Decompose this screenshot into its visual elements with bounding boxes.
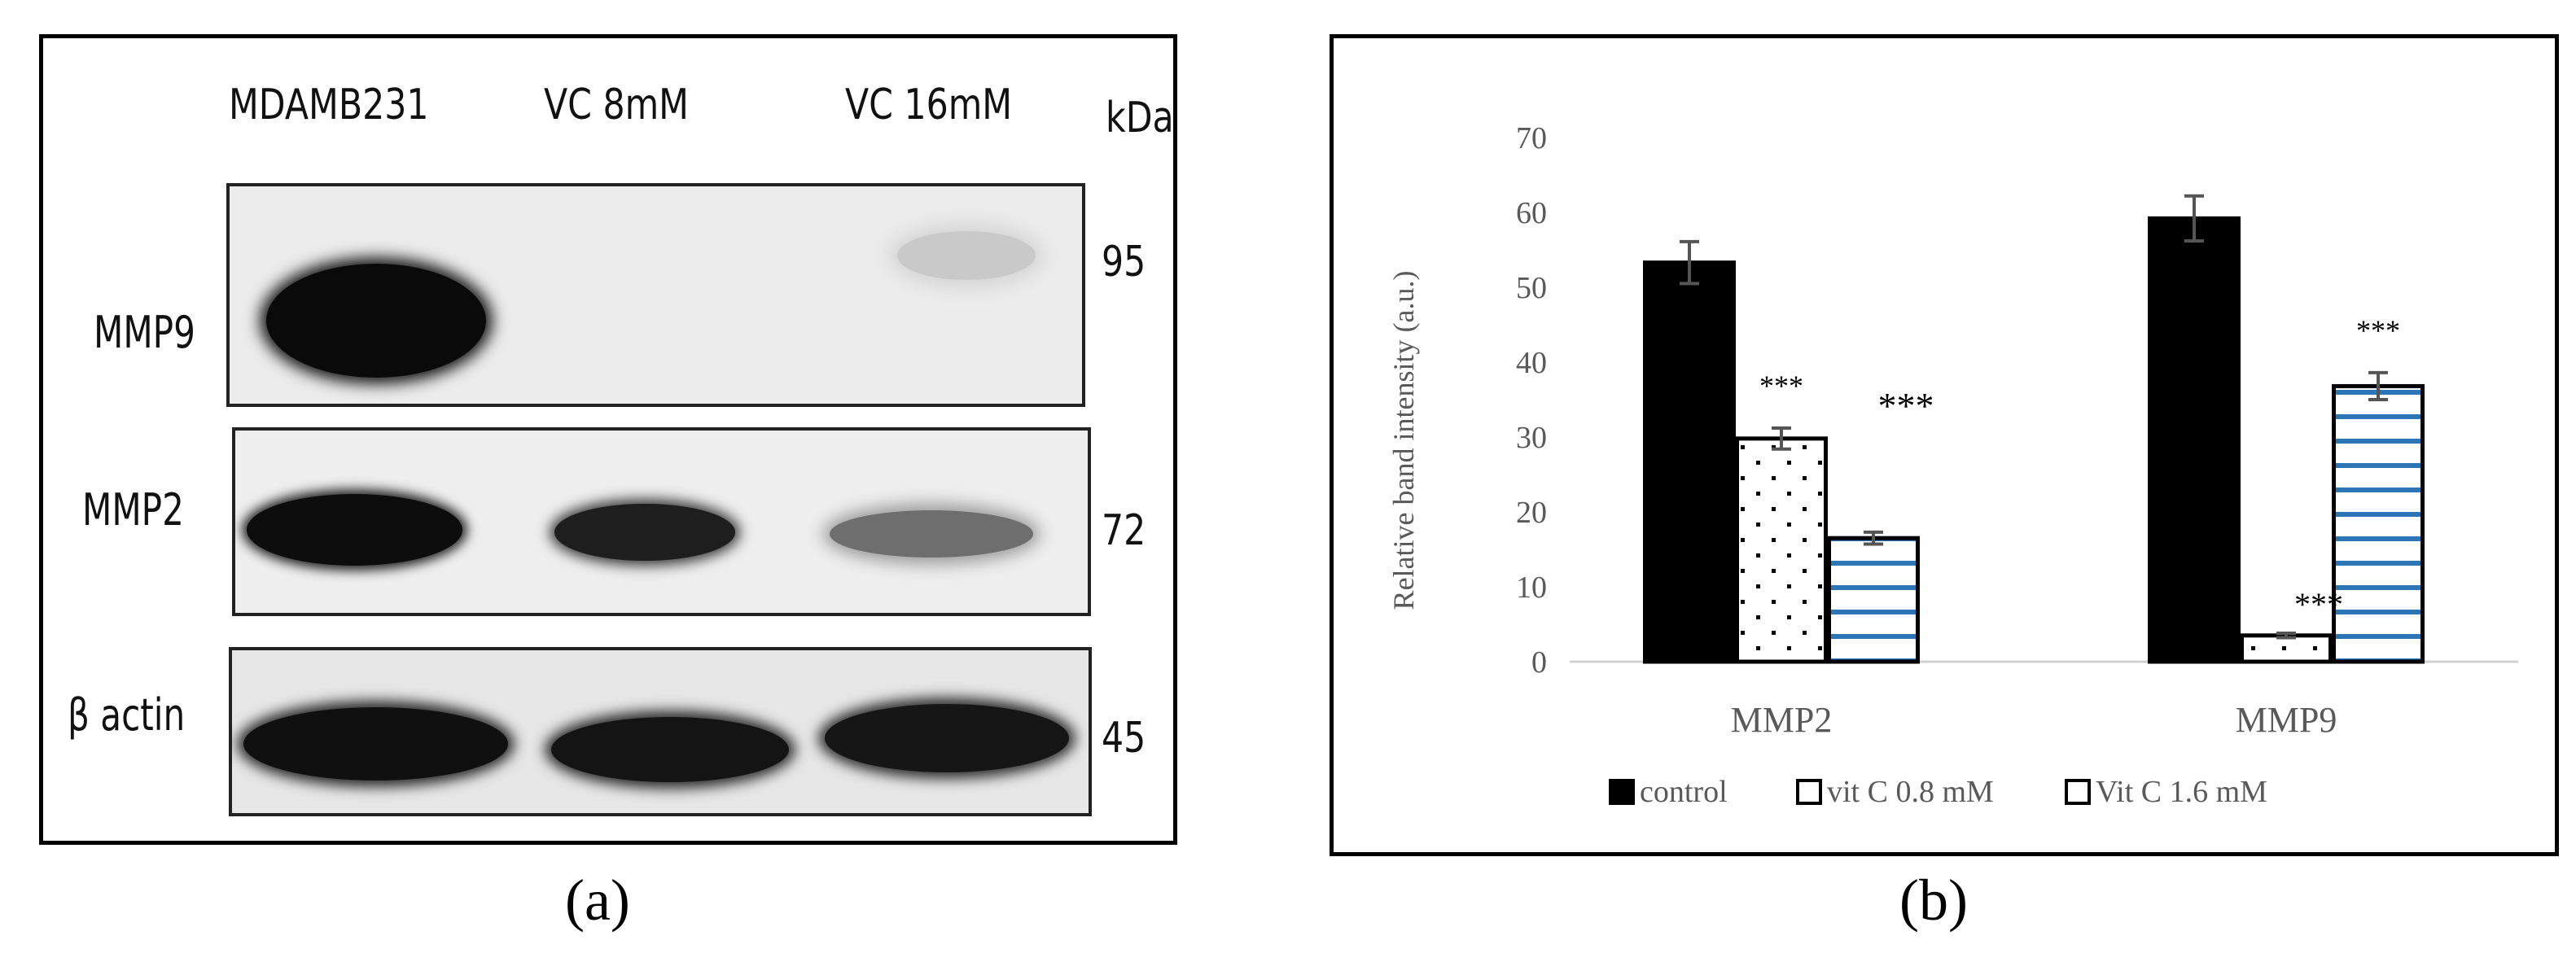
significance-label: *** xyxy=(2356,314,2400,347)
y-tick-label: 0 xyxy=(1531,645,1547,680)
y-axis-title: Relative band intensity (a.u.) xyxy=(1387,271,1420,610)
category-label: MMP2 xyxy=(1731,700,1833,740)
caption-b: (b) xyxy=(1899,868,1968,933)
y-tick-label: 10 xyxy=(1516,571,1547,605)
y-tick-label: 50 xyxy=(1516,271,1547,305)
band-actin-lane3 xyxy=(825,704,1069,772)
legend-label: Vit C 1.6 mM xyxy=(2096,775,2267,809)
legend-label: control xyxy=(1640,775,1728,809)
lane-header-3: VC 16mM xyxy=(845,81,1013,129)
bar xyxy=(1735,436,1828,664)
category-label: MMP9 xyxy=(2236,700,2337,740)
lane-header-2: VC 8mM xyxy=(544,81,689,129)
bar xyxy=(2240,633,2333,664)
row-label-mmp9: MMP9 xyxy=(94,307,195,358)
band-mmp2-lane2 xyxy=(554,504,735,561)
bar xyxy=(1827,536,1920,664)
y-tick-label: 70 xyxy=(1516,121,1547,155)
bar-chart: 0 10 20 30 40 50 60 70 *** *** MMP2 *** *** MMP9 cont… xyxy=(1387,121,2518,809)
y-tick-label: 30 xyxy=(1516,421,1547,455)
kda-mmp9: 95 xyxy=(1102,238,1146,286)
bar xyxy=(1643,260,1736,664)
lane-header-1: MDAMB231 xyxy=(229,81,429,129)
y-tick-label: 20 xyxy=(1516,496,1547,530)
band-actin-lane1 xyxy=(243,707,508,781)
legend-swatch xyxy=(1796,779,1822,805)
legend-swatch xyxy=(1609,779,1635,805)
y-tick-label: 60 xyxy=(1516,196,1547,230)
kda-header: kDa xyxy=(1106,94,1174,142)
band-actin-lane2 xyxy=(551,717,789,782)
caption-a: (a) xyxy=(565,868,630,933)
significance-label: *** xyxy=(1878,385,1934,426)
legend-label: vit C 0.8 mM xyxy=(1827,775,1994,809)
band-mmp9-lane3 xyxy=(897,231,1036,280)
row-label-beta-actin: β actin xyxy=(68,689,186,741)
band-mmp2-lane3 xyxy=(830,510,1033,558)
western-blot-panel: MDAMB231 VC 8mM VC 16mM kDa MMP9 95 MMP2… xyxy=(39,34,1177,845)
row-label-mmp2: MMP2 xyxy=(82,484,184,536)
blot-beta-actin xyxy=(229,647,1092,816)
bar-chart-panel: 0 10 20 30 40 50 60 70 *** *** MMP2 *** *** MMP9 cont… xyxy=(1330,34,2559,856)
bar xyxy=(2148,216,2241,664)
y-tick-label: 40 xyxy=(1516,346,1547,380)
significance-label: *** xyxy=(2294,586,2343,623)
band-mmp2-lane1 xyxy=(247,494,462,566)
blot-mmp2 xyxy=(232,427,1091,616)
band-mmp9-lane1 xyxy=(266,264,486,378)
blot-mmp9 xyxy=(226,183,1085,407)
significance-label: *** xyxy=(1759,369,1803,402)
bar xyxy=(2332,383,2425,664)
kda-beta-actin: 45 xyxy=(1102,714,1146,763)
legend-swatch xyxy=(2065,779,2091,805)
kda-mmp2: 72 xyxy=(1102,506,1146,555)
